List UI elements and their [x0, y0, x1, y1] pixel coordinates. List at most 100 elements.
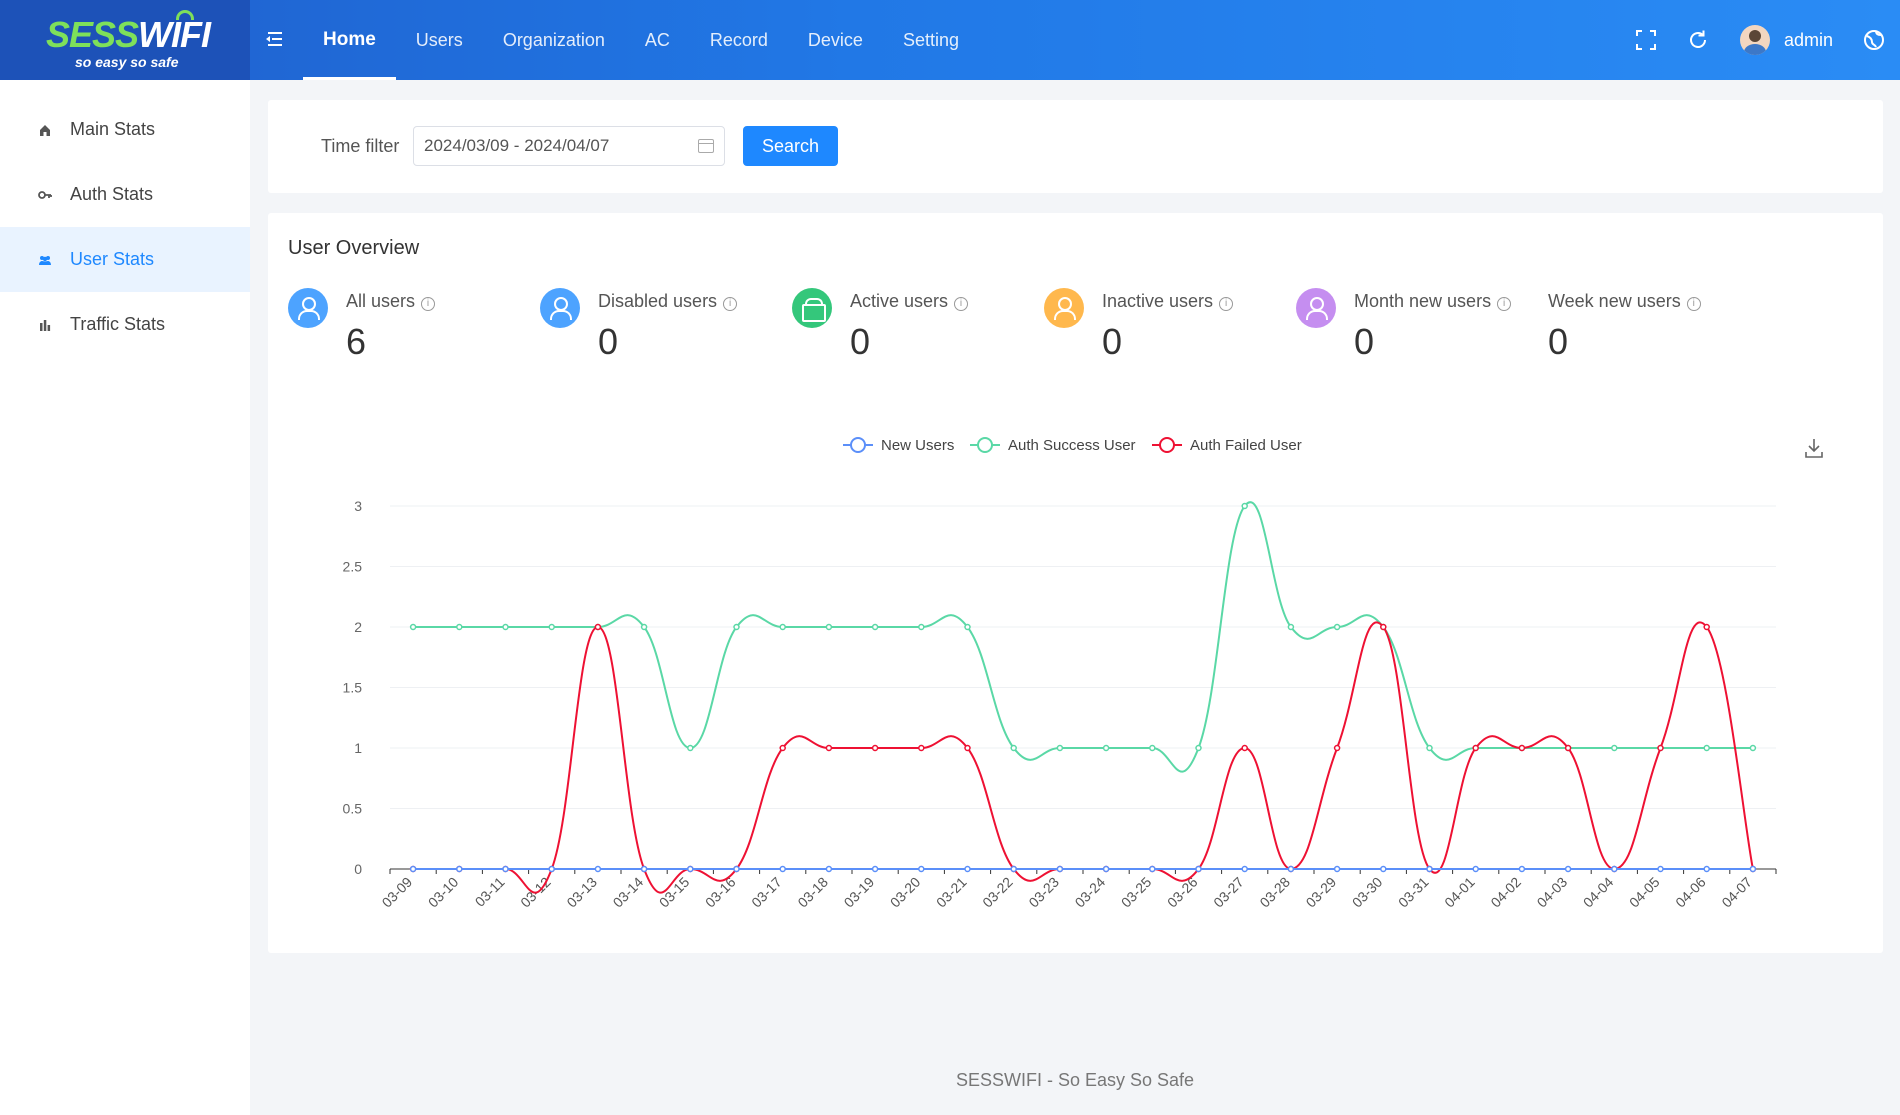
- stat-label: Active users: [850, 291, 949, 311]
- x-tick-label: 03-19: [841, 874, 878, 911]
- info-icon[interactable]: i: [1219, 297, 1234, 311]
- nav-record[interactable]: Record: [709, 29, 768, 50]
- data-point: [871, 865, 879, 873]
- data-point: [1564, 865, 1572, 873]
- stat-value: 0: [1102, 321, 1123, 362]
- download-icon[interactable]: [1804, 437, 1824, 459]
- x-tick-label: 03-22: [979, 874, 1016, 911]
- data-point: [1426, 744, 1433, 752]
- legend-marker: [977, 437, 993, 453]
- data-point: [502, 623, 509, 631]
- x-tick-label: 03-26: [1164, 874, 1201, 911]
- nav-setting[interactable]: Setting: [902, 29, 959, 50]
- search-button[interactable]: Search: [743, 126, 838, 166]
- bar-chart-icon: [40, 319, 51, 331]
- data-point: [871, 623, 879, 631]
- x-tick-label: 03-18: [794, 874, 831, 911]
- info-icon[interactable]: i: [723, 297, 738, 311]
- stat-label: All users: [346, 291, 416, 311]
- data-point: [1195, 744, 1202, 752]
- data-point: [1149, 865, 1156, 873]
- legend-label: Auth Success User: [1008, 437, 1136, 454]
- nav-organization[interactable]: Organization: [502, 29, 605, 50]
- y-tick-label: 1: [354, 740, 362, 756]
- series-line-auth-success-user: [413, 501, 1753, 773]
- sidebar: Main Stats Auth Stats User Stats Traffic…: [0, 80, 250, 1115]
- sidebar-item-main-stats[interactable]: Main Stats: [0, 97, 250, 162]
- data-point: [409, 623, 417, 631]
- brand-logo[interactable]: SESSWIFI so easy so safe: [0, 0, 250, 80]
- data-point: [640, 623, 648, 631]
- data-point: [548, 623, 555, 631]
- info-icon[interactable]: i: [1686, 297, 1701, 311]
- data-point: [779, 865, 786, 873]
- user-icon: [540, 288, 580, 328]
- info-icon[interactable]: i: [1497, 297, 1512, 311]
- stat-label: Inactive users: [1102, 291, 1214, 311]
- nav-home[interactable]: Home: [303, 0, 396, 80]
- data-point: [1380, 865, 1387, 873]
- data-point: [825, 865, 833, 873]
- stat-label: Week new users: [1548, 291, 1681, 311]
- data-point: [1241, 744, 1248, 752]
- data-point: [1333, 744, 1341, 752]
- data-point: [1657, 865, 1664, 873]
- data-point: [825, 623, 833, 631]
- sidebar-item-auth-stats[interactable]: Auth Stats: [0, 162, 250, 227]
- fullscreen-icon[interactable]: [1633, 27, 1659, 53]
- data-point: [1564, 744, 1572, 752]
- legend-item[interactable]: Auth Failed User: [1152, 437, 1302, 454]
- data-point: [502, 865, 509, 873]
- x-tick-label: 03-23: [1025, 874, 1062, 911]
- data-point: [1010, 865, 1017, 873]
- x-tick-label: 03-25: [1118, 874, 1155, 911]
- sidebar-item-label: Main Stats: [70, 119, 156, 139]
- data-point: [1241, 865, 1248, 873]
- calendar-icon[interactable]: [698, 139, 714, 153]
- legend-marker: [850, 437, 866, 453]
- legend-item[interactable]: New Users: [843, 437, 954, 454]
- date-range-value: 2024/03/09 - 2024/04/07: [424, 136, 610, 155]
- key-icon: [38, 190, 52, 199]
- top-navbar: SESSWIFI so easy so safe Home Users Orga…: [0, 0, 1900, 80]
- data-point: [964, 865, 971, 873]
- stat-value: 6: [346, 321, 367, 362]
- globe-icon[interactable]: [1861, 27, 1887, 53]
- info-icon[interactable]: i: [421, 297, 436, 311]
- stat-value: 0: [1548, 321, 1569, 362]
- brand-name: SESSWIFI: [46, 14, 211, 55]
- footer-text: SESSWIFI - So Easy So Safe: [955, 1070, 1195, 1090]
- sidebar-item-traffic-stats[interactable]: Traffic Stats: [0, 292, 250, 357]
- nav-ac[interactable]: AC: [644, 29, 670, 50]
- data-point: [687, 744, 694, 752]
- data-point: [1380, 623, 1387, 631]
- nav-users[interactable]: Users: [415, 29, 463, 50]
- sidebar-item-user-stats[interactable]: User Stats: [0, 227, 250, 292]
- section-title: User Overview: [288, 237, 420, 259]
- data-point: [918, 744, 925, 752]
- user-icon: [288, 288, 328, 328]
- user-add-icon: [1044, 288, 1084, 328]
- date-range-input[interactable]: 2024/03/09 - 2024/04/07: [413, 126, 725, 166]
- data-point: [1102, 865, 1110, 873]
- y-tick-label: 0.5: [343, 801, 363, 817]
- legend-item[interactable]: Auth Success User: [970, 437, 1136, 454]
- menu-fold-icon[interactable]: [264, 28, 286, 50]
- time-filter-label: Time filter: [321, 136, 400, 156]
- refresh-icon[interactable]: [1685, 27, 1711, 53]
- data-point: [733, 623, 740, 631]
- data-point: [1333, 865, 1341, 873]
- x-tick-label: 03-10: [425, 874, 462, 911]
- data-point: [594, 623, 602, 631]
- x-tick-label: 03-31: [1395, 874, 1432, 911]
- data-point: [1611, 744, 1618, 752]
- x-tick-label: 04-02: [1487, 874, 1524, 911]
- info-icon[interactable]: i: [954, 297, 969, 311]
- data-point: [1287, 623, 1295, 631]
- data-point: [825, 744, 833, 752]
- user-menu[interactable]: admin: [1740, 24, 1833, 56]
- nav-device[interactable]: Device: [807, 29, 863, 50]
- data-point: [779, 744, 786, 752]
- y-tick-label: 2.5: [343, 559, 363, 575]
- data-point: [548, 865, 555, 873]
